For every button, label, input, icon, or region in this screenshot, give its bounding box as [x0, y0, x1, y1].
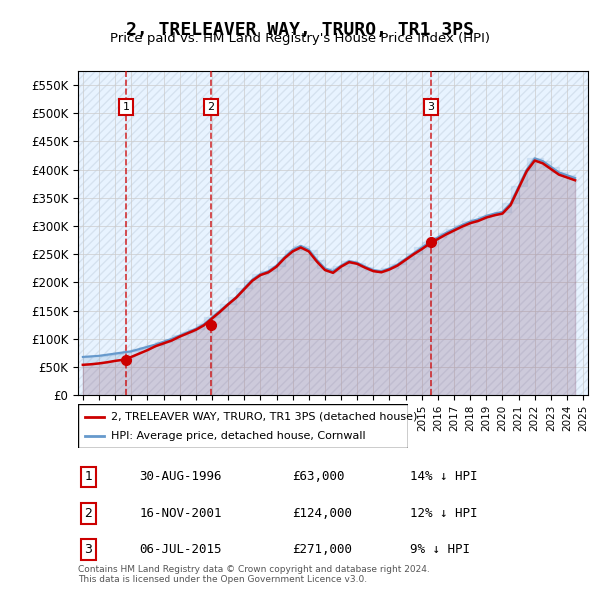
- Text: 3: 3: [84, 543, 92, 556]
- Text: 2: 2: [84, 507, 92, 520]
- Text: 14% ↓ HPI: 14% ↓ HPI: [409, 470, 477, 483]
- Text: Price paid vs. HM Land Registry's House Price Index (HPI): Price paid vs. HM Land Registry's House …: [110, 32, 490, 45]
- Text: £271,000: £271,000: [292, 543, 352, 556]
- Text: 12% ↓ HPI: 12% ↓ HPI: [409, 507, 477, 520]
- Text: 9% ↓ HPI: 9% ↓ HPI: [409, 543, 470, 556]
- Text: 2, TRELEAVER WAY, TRURO, TR1 3PS: 2, TRELEAVER WAY, TRURO, TR1 3PS: [126, 21, 474, 39]
- Text: £63,000: £63,000: [292, 470, 344, 483]
- Text: 30-AUG-1996: 30-AUG-1996: [139, 470, 222, 483]
- Text: 06-JUL-2015: 06-JUL-2015: [139, 543, 222, 556]
- Text: 1: 1: [122, 102, 130, 112]
- Text: 1: 1: [84, 470, 92, 483]
- Text: 2: 2: [207, 102, 214, 112]
- Text: HPI: Average price, detached house, Cornwall: HPI: Average price, detached house, Corn…: [111, 431, 365, 441]
- Text: 3: 3: [428, 102, 434, 112]
- Text: 16-NOV-2001: 16-NOV-2001: [139, 507, 222, 520]
- Text: £124,000: £124,000: [292, 507, 352, 520]
- FancyBboxPatch shape: [78, 404, 408, 448]
- Text: 2, TRELEAVER WAY, TRURO, TR1 3PS (detached house): 2, TRELEAVER WAY, TRURO, TR1 3PS (detach…: [111, 412, 418, 421]
- Text: Contains HM Land Registry data © Crown copyright and database right 2024.
This d: Contains HM Land Registry data © Crown c…: [78, 565, 430, 584]
